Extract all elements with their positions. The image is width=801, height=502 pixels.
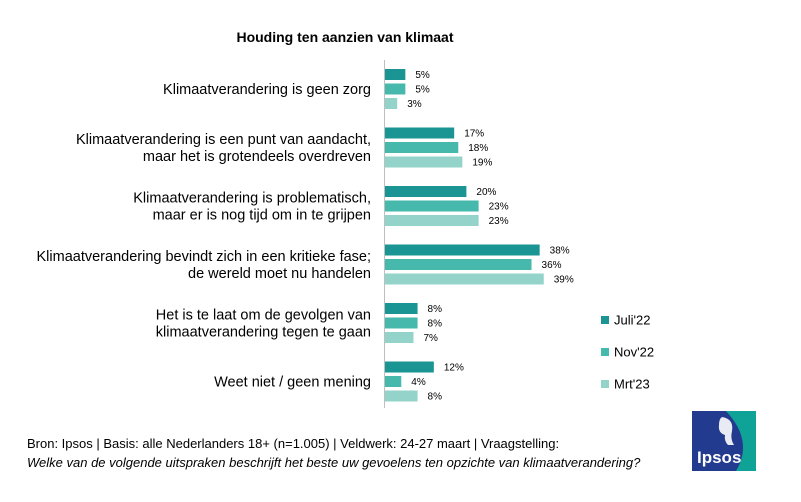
legend-label: Juli'22 [614,313,650,328]
category-label-line: Klimaatverandering bevindt zich in een k… [37,249,371,265]
footer: Bron: Ipsos | Basis: alle Nederlanders 1… [27,434,640,472]
chart-title: Houding ten aanzien van klimaat [236,29,453,45]
category-label-line: Klimaatverandering is geen zorg [163,82,371,98]
data-label: 19% [472,158,492,169]
category-label-line: Het is te laat om de gevolgen van [156,308,371,324]
category-label: Klimaatverandering is een punt van aanda… [76,132,371,165]
data-label: 3% [407,99,422,110]
survey-question: Welke van de volgende uitspraken beschri… [27,455,641,470]
legend: Juli'22 Nov'22 Mrt'23 [601,313,654,392]
bar [385,215,479,226]
legend-label: Mrt'23 [614,377,650,392]
data-label: 23% [489,216,509,227]
source-note: Bron: Ipsos | Basis: alle Nederlanders 1… [27,436,560,451]
category-label: Klimaatverandering is problematisch, maar… [133,191,371,224]
category-label-line: de wereld moet nu handelen [188,266,371,282]
bar [385,69,406,80]
data-label: 4% [411,377,426,388]
chart: Houding ten aanzien van klimaat Klimaatv… [37,29,654,408]
data-label: 8% [428,319,443,330]
data-label: 20% [476,187,496,198]
legend-swatch [601,316,609,324]
category-group: Klimaatverandering bevindt zich in een k… [37,244,574,286]
data-label: 23% [489,202,509,213]
legend-swatch [601,348,609,356]
data-label: 18% [468,143,488,154]
data-label: 5% [415,85,430,96]
legend-label: Nov'22 [614,345,654,360]
bar [385,317,418,329]
data-label: 12% [444,363,464,374]
data-label: 17% [464,129,484,140]
data-label: 36% [542,260,562,271]
category-label: Klimaatverandering is geen zorg [163,82,371,98]
category-label-line: klimaatverandering tegen te gaan [156,325,371,341]
bar [385,273,544,285]
legend-swatch [601,380,609,388]
bar [385,259,532,270]
data-label: 38% [550,246,570,257]
bar [385,127,455,139]
bar [385,244,540,256]
data-label: 39% [554,275,574,286]
category-group: Weet niet / geen mening 12% 4%8% [214,361,464,403]
category-label: Weet niet / geen mening [214,375,371,391]
data-label: 5% [415,70,430,81]
category-label-line: maar er is nog tijd om in te grijpen [153,208,371,224]
data-label: 7% [423,333,438,344]
ipsos-logo: Ipsos [692,411,756,471]
bar [385,200,479,212]
bar [385,142,459,153]
category-group: Klimaatverandering is geen zorg 5% 5% 3% [163,69,430,110]
bar [385,156,463,168]
bar [385,332,414,343]
category-label-line: Weet niet / geen mening [214,375,371,391]
bar [385,98,398,109]
bar [385,376,402,387]
bar [385,303,418,314]
bar [385,83,406,95]
category-label: Het is te laat om de gevolgen van klimaat… [156,308,371,341]
bar [385,361,434,373]
data-label: 8% [428,304,443,315]
svg-text:Ipsos: Ipsos [697,448,741,467]
category-group: Klimaatverandering is problematisch, maar… [133,186,509,227]
category-label-line: maar het is grotendeels overdreven [143,149,371,165]
data-label: 8% [428,392,443,403]
category-group: Het is te laat om de gevolgen van klimaat… [156,303,442,344]
bar [385,186,467,197]
bar [385,390,418,402]
category-label: Klimaatverandering bevindt zich in een k… [37,249,371,282]
category-label-line: Klimaatverandering is problematisch, [133,191,371,207]
category-group: Klimaatverandering is een punt van aanda… [76,127,492,169]
category-label-line: Klimaatverandering is een punt van aanda… [76,132,371,148]
